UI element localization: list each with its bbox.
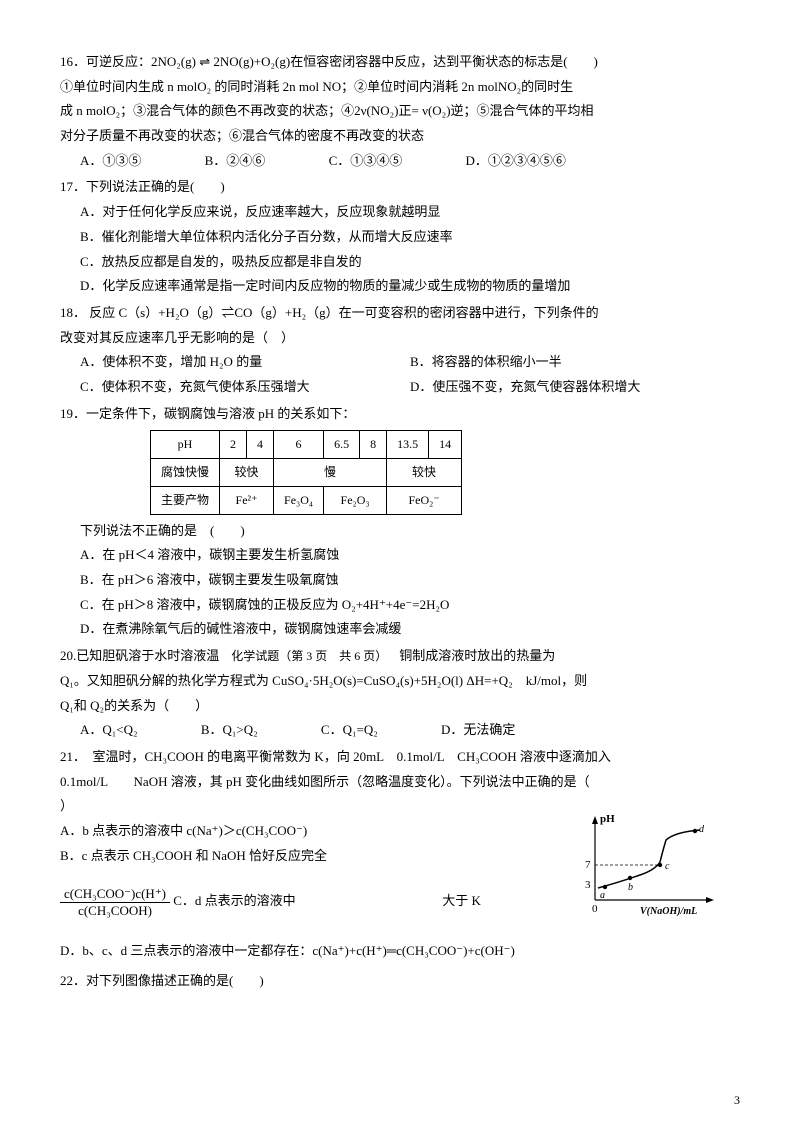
titration-curve (598, 830, 700, 888)
cell: 13.5 (387, 431, 429, 459)
x-axis-arrow-icon (706, 897, 714, 903)
q17-opt-b: B．催化剂能增大单位体积内活化分子百分数，从而增大反应速率 (60, 225, 740, 250)
point-b (628, 876, 632, 880)
question-22: 22．对下列图像描述正确的是( ) (60, 969, 740, 994)
fraction-icon: c(CH₃COO⁻)c(H⁺) c(CH₃COOH) (60, 886, 170, 918)
q16-stem-1: 16．可逆反应：2NO₂(g) ⇌ 2NO(g)+O₂(g)在恒容密闭容器中反应… (60, 50, 740, 75)
cell: Fe²⁺ (220, 486, 274, 514)
label-d: d (699, 824, 705, 835)
q18-opt-a: A．使体积不变，增加 H₂O 的量 (80, 350, 410, 375)
q19-stem: 19．一定条件下，碳钢腐蚀与溶液 pH 的关系如下： (60, 402, 740, 427)
label-a: a (600, 890, 605, 901)
table-row: 腐蚀快慢 较快 慢 较快 (151, 459, 462, 487)
q20-stem-1b: 铜制成溶液时放出的热量为 (399, 644, 555, 669)
q20-opt-d: D．无法确定 (441, 718, 515, 743)
q16-opt-b: B．②④⑥ (205, 149, 266, 174)
q21-stem-2: 0.1mol/L NaOH 溶液，其 pH 变化曲线如图所示（忽略温度变化）。下… (60, 770, 740, 795)
question-20: 20.已知胆矾溶于水时溶液温 化学试题（第 3 页 共 6 页） 铜制成溶液时放… (60, 644, 740, 743)
ytick-7: 7 (585, 859, 591, 871)
q20-opt-c: C．Q₁=Q₂ (321, 718, 378, 743)
q21-opt-d: D．b、c、d 三点表示的溶液中一定都存在：c(Na⁺)+c(H⁺)═c(CH₃… (60, 939, 740, 964)
q18-opt-b: B．将容器的体积缩小一半 (410, 350, 740, 375)
point-a (603, 885, 607, 889)
cell: 较快 (220, 459, 274, 487)
table-row: 主要产物 Fe²⁺ Fe₃O₄ Fe₂O₃ FeO₂⁻ (151, 486, 462, 514)
mid-page-footer: 化学试题（第 3 页 共 6 页） (231, 645, 387, 668)
q21-opt-c: C．d 点表示的溶液中 (173, 893, 295, 908)
q20-line1: 20.已知胆矾溶于水时溶液温 化学试题（第 3 页 共 6 页） 铜制成溶液时放… (60, 644, 740, 669)
cell: 主要产物 (151, 486, 220, 514)
frac-num: c(CH₃COO⁻)c(H⁺) (60, 886, 170, 903)
cell: 2 (220, 431, 247, 459)
cell: 6.5 (324, 431, 360, 459)
frac-den: c(CH₃COOH) (60, 903, 170, 919)
q18-opt-d: D．使压强不变，充氮气使容器体积增大 (410, 375, 740, 400)
x-label: V(NaOH)/mL (640, 906, 697, 917)
question-19: 19．一定条件下，碳钢腐蚀与溶液 pH 的关系如下： pH 2 4 6 6.5 … (60, 402, 740, 643)
y-label: pH (600, 813, 615, 825)
q20-options: A．Q₁<Q₂ B．Q₁>Q₂ C．Q₁=Q₂ D．无法确定 (60, 718, 740, 743)
q17-opt-d: D．化学反应速率通常是指一定时间内反应物的物质的量减少或生成物的物质的量增加 (60, 274, 740, 299)
q17-opt-a: A．对于任何化学反应来说，反应速率越大，反应现象就越明显 (60, 200, 740, 225)
y-axis-arrow-icon (592, 816, 598, 824)
q18-stem-2: 改变对其反应速率几乎无影响的是（ ） (60, 326, 740, 351)
q16-opt-c: C．①③④⑤ (329, 149, 403, 174)
question-16: 16．可逆反应：2NO₂(g) ⇌ 2NO(g)+O₂(g)在恒容密闭容器中反应… (60, 50, 740, 173)
label-b: b (628, 882, 633, 893)
titration-curve-chart: pH 7 3 0 V(NaOH)/mL a b c d (570, 810, 720, 920)
cell: FeO₂⁻ (387, 486, 462, 514)
q19-table: pH 2 4 6 6.5 8 13.5 14 腐蚀快慢 较快 慢 较快 主要产物… (150, 430, 462, 514)
q19-opt-c: C．在 pH＞8 溶液中，碳钢腐蚀的正极反应为 O₂+4H⁺+4e⁻=2H₂O (60, 593, 740, 618)
q20-opt-a: A．Q₁<Q₂ (80, 718, 138, 743)
q22-stem: 22．对下列图像描述正确的是( ) (60, 969, 740, 994)
cell: 较快 (387, 459, 462, 487)
q17-stem: 17．下列说法正确的是( ) (60, 175, 740, 200)
cell: 8 (360, 431, 387, 459)
question-17: 17．下列说法正确的是( ) A．对于任何化学反应来说，反应速率越大，反应现象就… (60, 175, 740, 298)
cell: Fe₂O₃ (324, 486, 387, 514)
cell: pH (151, 431, 220, 459)
ytick-3: 3 (585, 879, 591, 891)
cell: 腐蚀快慢 (151, 459, 220, 487)
q19-opt-d: D．在煮沸除氧气后的碱性溶液中，碳钢腐蚀速率会减缓 (60, 617, 740, 642)
q20-stem-2: Q₁。又知胆矾分解的热化学方程式为 CuSO₄·5H₂O(s)=CuSO₄(s)… (60, 669, 740, 694)
q21-stem-1: 21． 室温时，CH₃COOH 的电离平衡常数为 K，向 20mL 0.1mol… (60, 745, 740, 770)
point-c (658, 863, 662, 867)
cell: 6 (274, 431, 324, 459)
q16-stem-3: 成 n molO₂；③混合气体的颜色不再改变的状态；④2ν(NO₂)正= ν(O… (60, 99, 740, 124)
q19-stem2: 下列说法不正确的是 ( ) (60, 519, 740, 544)
q20-stem-3: Q₁和 Q₂的关系为（ ） (60, 694, 740, 719)
q16-opt-d: D．①②③④⑤⑥ (465, 149, 565, 174)
q18-stem-1: 18． 反应 C（s）+H₂O（g）⇌CO（g）+H₂（g）在一可变容积的密闭容… (60, 301, 740, 326)
question-18: 18． 反应 C（s）+H₂O（g）⇌CO（g）+H₂（g）在一可变容积的密闭容… (60, 301, 740, 400)
q20-opt-b: B．Q₁>Q₂ (201, 718, 258, 743)
q21-opt-c-tail: 大于 K (442, 893, 481, 908)
page-number: 3 (734, 1089, 740, 1112)
cell: 14 (429, 431, 462, 459)
xtick-0: 0 (592, 903, 598, 915)
q16-options: A．①③⑤ B．②④⑥ C．①③④⑤ D．①②③④⑤⑥ (60, 149, 740, 174)
q18-options-row1: A．使体积不变，增加 H₂O 的量 B．将容器的体积缩小一半 (60, 350, 740, 375)
table-row: pH 2 4 6 6.5 8 13.5 14 (151, 431, 462, 459)
label-c: c (665, 861, 670, 872)
q16-stem-2: ①单位时间内生成 n molO₂ 的同时消耗 2n mol NO；②单位时间内消… (60, 75, 740, 100)
cell: Fe₃O₄ (274, 486, 324, 514)
q17-opt-c: C．放热反应都是自发的，吸热反应都是非自发的 (60, 250, 740, 275)
q16-opt-a: A．①③⑤ (80, 149, 141, 174)
q16-stem-4: 对分子质量不再改变的状态；⑥混合气体的密度不再改变的状态 (60, 124, 740, 149)
q20-stem-1a: 20.已知胆矾溶于水时溶液温 (60, 644, 219, 669)
chart-svg: pH 7 3 0 V(NaOH)/mL a b c d (570, 810, 720, 920)
q18-opt-c: C．使体积不变，充氮气使体系压强增大 (80, 375, 410, 400)
cell: 慢 (274, 459, 387, 487)
q19-opt-b: B．在 pH＞6 溶液中，碳钢主要发生吸氧腐蚀 (60, 568, 740, 593)
cell: 4 (247, 431, 274, 459)
point-d (693, 829, 697, 833)
q19-opt-a: A．在 pH＜4 溶液中，碳钢主要发生析氢腐蚀 (60, 543, 740, 568)
q18-options-row2: C．使体积不变，充氮气使体系压强增大 D．使压强不变，充氮气使容器体积增大 (60, 375, 740, 400)
